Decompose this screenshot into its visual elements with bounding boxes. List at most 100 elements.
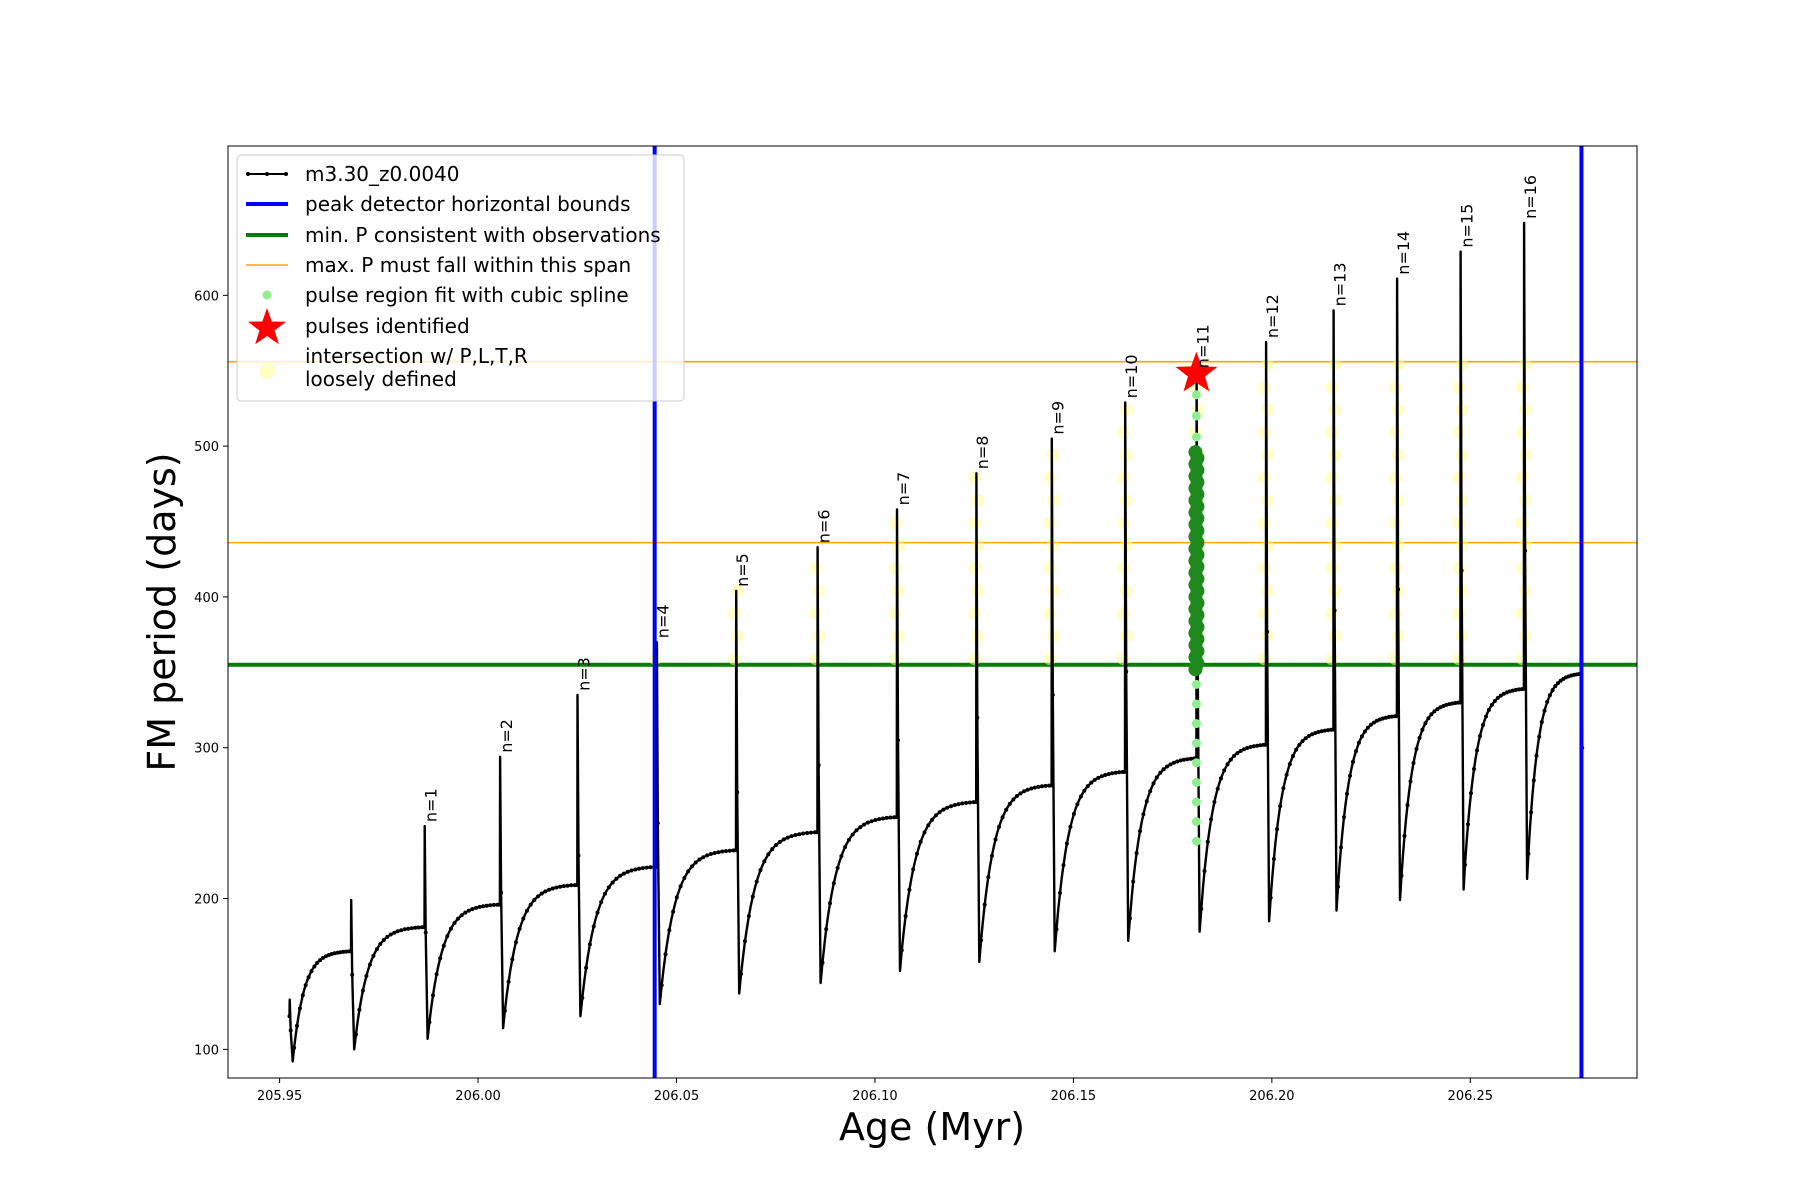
- pulse-label-7: n=7: [894, 472, 913, 506]
- x-axis-title: Age (Myr): [839, 1105, 1025, 1149]
- series-point: [565, 883, 570, 888]
- series-point: [413, 925, 418, 930]
- series-point: [1414, 746, 1419, 751]
- loose-point-12-6: [1325, 516, 1339, 530]
- series-point: [341, 949, 346, 954]
- loose-point-11-4: [1257, 561, 1271, 575]
- series-point: [1489, 702, 1494, 707]
- series-point: [1469, 791, 1473, 796]
- loose-point-9-11: [1119, 403, 1133, 417]
- series-point: [915, 851, 919, 856]
- series-point: [1144, 799, 1149, 804]
- series-point: [1049, 783, 1054, 788]
- legend-label-line2: loosely defined: [305, 367, 457, 391]
- series-point: [502, 1008, 507, 1013]
- series-point: [1238, 749, 1243, 753]
- series-point: [1215, 786, 1220, 791]
- spline-point: [1191, 719, 1201, 729]
- loose-point-8-4: [1043, 561, 1057, 575]
- series-point: [1245, 746, 1250, 750]
- series-point: [1281, 786, 1286, 791]
- series-point: [1188, 756, 1193, 761]
- series-point: [595, 910, 600, 915]
- loose-point-4-0: [728, 652, 742, 666]
- series-point: [374, 947, 379, 952]
- loose-point-9-4: [1116, 561, 1130, 575]
- series-point: [1007, 801, 1012, 806]
- series-point: [777, 839, 782, 844]
- series-point: [1040, 784, 1044, 789]
- series-point: [1411, 761, 1416, 765]
- loose-point-5-0: [809, 652, 823, 666]
- series-point: [1553, 684, 1558, 689]
- y-tick-label: 600: [194, 289, 219, 304]
- series-point: [1154, 775, 1159, 780]
- series-point: [350, 972, 355, 977]
- legend-entry-1: peak detector horizontal bounds: [246, 192, 631, 216]
- series-point: [1043, 783, 1048, 788]
- series-point: [402, 927, 407, 932]
- series-point: [513, 940, 518, 945]
- spline-point: [1191, 411, 1201, 421]
- series-point: [576, 853, 581, 858]
- loose-point-4-2: [728, 607, 742, 621]
- loose-point-11-6: [1257, 516, 1271, 530]
- series-point: [360, 988, 365, 993]
- series-point: [1310, 732, 1315, 737]
- series-point: [1458, 700, 1463, 705]
- loose-point-11-8: [1257, 471, 1271, 485]
- series-point: [686, 869, 691, 874]
- series-point: [1235, 751, 1240, 756]
- series-point: [481, 904, 486, 909]
- series-point: [785, 835, 790, 840]
- series-point: [716, 850, 721, 855]
- legend-handle: [248, 308, 286, 345]
- series-point: [297, 1006, 302, 1011]
- series-point: [1068, 824, 1073, 829]
- series-point: [1389, 714, 1394, 719]
- series-point: [1326, 728, 1330, 733]
- series-point: [463, 910, 468, 915]
- series-point: [1354, 749, 1358, 754]
- series-point: [1096, 775, 1101, 780]
- series-point: [1248, 745, 1253, 749]
- series-point: [1275, 827, 1279, 832]
- legend-label: peak detector horizontal bounds: [305, 192, 631, 216]
- series-point: [1148, 789, 1153, 794]
- series-point: [993, 837, 998, 842]
- series-point: [701, 855, 706, 860]
- series-point: [1510, 688, 1515, 693]
- series-point: [459, 913, 464, 918]
- loose-point-12-10: [1325, 426, 1339, 440]
- series-point: [1529, 810, 1534, 815]
- loose-point-14-4: [1452, 561, 1466, 575]
- series-point: [659, 983, 664, 988]
- series-point: [1011, 797, 1016, 802]
- series-point: [831, 881, 836, 886]
- series-point: [1185, 757, 1190, 762]
- pulse-label-16: n=16: [1521, 175, 1540, 219]
- series-point: [1161, 767, 1166, 772]
- pulse-label-15: n=15: [1457, 204, 1476, 248]
- pulse-label-11: n=11: [1193, 324, 1212, 368]
- series-point: [1029, 786, 1034, 791]
- series-point: [1399, 873, 1404, 878]
- series-point: [1466, 822, 1470, 827]
- x-tick-label: 206.20: [1249, 1089, 1295, 1104]
- series-point: [735, 790, 740, 795]
- series-point: [1202, 869, 1207, 873]
- series-point: [678, 884, 683, 889]
- series-point: [303, 983, 308, 988]
- series-point: [587, 942, 592, 947]
- series-point: [371, 953, 376, 958]
- series-point: [1113, 770, 1118, 775]
- series-point: [1356, 740, 1361, 745]
- series-point: [1251, 744, 1256, 749]
- series-point: [750, 894, 755, 899]
- series-point: [385, 934, 390, 939]
- series-point: [1178, 758, 1183, 763]
- series-point: [1420, 727, 1425, 732]
- series-point: [1219, 776, 1223, 781]
- series-point: [1064, 841, 1069, 846]
